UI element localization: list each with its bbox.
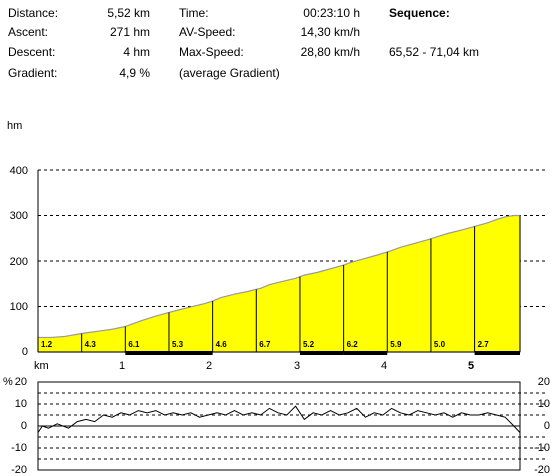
segment-gradient-label: 4.6: [216, 340, 228, 349]
grad-left-tick-minus10: -10: [11, 442, 27, 454]
gradient-value: 4,9 %: [119, 66, 150, 80]
segment-gradient-label: 5.2: [303, 340, 315, 349]
elev-x-tick-km: km: [34, 360, 49, 372]
segment-gradient-label: 2.7: [478, 340, 490, 349]
sequence-value: 65,52 - 71,04 km: [389, 45, 480, 59]
max-speed-value: 28,80 km/h: [300, 45, 360, 59]
ascent-value: 271 hm: [109, 25, 150, 39]
elev-x-tick-1: 1: [119, 360, 125, 372]
elev-y-tick-300: 300: [10, 210, 28, 222]
segment-gradient-label: 6.7: [259, 340, 271, 349]
grad-right-tick-minus20: -20: [534, 464, 550, 476]
summary-panel: Distance: 5,52 km Ascent: 271 hm Descent…: [0, 0, 553, 90]
elevation-y-axis-label: hm: [7, 120, 22, 132]
elev-y-tick-400: 400: [10, 165, 28, 177]
descent-value: 4 hm: [123, 45, 150, 59]
segment-bar: [168, 351, 213, 355]
grad-left-tick-0: 0: [21, 420, 27, 432]
elev-x-tick-3: 3: [294, 360, 300, 372]
elevation-area: [37, 214, 521, 353]
segment-bar: [474, 351, 520, 355]
gradient-label: Gradient:: [8, 66, 58, 80]
segment-gradient-label: 4.3: [85, 340, 97, 349]
av-speed-label: AV-Speed:: [179, 25, 236, 39]
ascent-label: Ascent:: [8, 25, 49, 39]
grad-left-tick-20: 20: [15, 376, 27, 388]
distance-value: 5,52 km: [107, 6, 150, 20]
elevation-axes: [37, 170, 520, 353]
time-label: Time:: [179, 6, 209, 20]
elevation-y-tick-labels: 400 300 200 100 0: [10, 165, 28, 358]
descent-label: Descent:: [8, 45, 56, 59]
time-value: 00:23:10 h: [303, 6, 360, 20]
grad-right-tick-10: 10: [538, 398, 550, 410]
grad-left-tick-minus20: -20: [11, 464, 27, 476]
elevation-chart: hm 1.2 4.3 6.1 5.3 4.6 6.7 5.2 6.2 5.9 5.0 2.7 400…: [7, 120, 548, 372]
gradient-chart: % 20 10 0 -10 -20 20 10 0 -10 -20: [3, 376, 550, 476]
grad-right-tick-0: 0: [544, 420, 550, 432]
grad-left-tick-10: 10: [15, 398, 27, 410]
segment-gradient-label: 6.1: [128, 340, 140, 349]
segment-gradient-label: 5.0: [434, 340, 446, 349]
segment-gradient-label: 5.9: [390, 340, 402, 349]
elev-x-tick-4: 4: [381, 360, 387, 372]
gradient-left-tick-labels: 20 10 0 -10 -20: [11, 376, 27, 476]
segment-bar: [125, 351, 169, 355]
distance-label: Distance:: [8, 6, 59, 20]
grad-right-tick-20: 20: [538, 376, 550, 388]
elev-y-tick-200: 200: [10, 256, 28, 268]
segment-gradient-label: 6.2: [347, 340, 359, 349]
av-speed-value: 14,30 km/h: [300, 25, 360, 39]
elev-y-tick-0: 0: [22, 346, 28, 358]
gradient-right-tick-labels: 20 10 0 -10 -20: [534, 376, 550, 476]
segment-gradient-label: 5.3: [172, 340, 184, 349]
gradient-grid: [38, 392, 548, 460]
max-speed-label: Max-Speed:: [179, 45, 244, 59]
segment-bar: [299, 351, 344, 355]
segment-bar: [343, 351, 388, 355]
sequence-label: Sequence:: [389, 6, 450, 20]
average-gradient-note: (average Gradient): [179, 66, 280, 80]
grad-right-tick-minus10: -10: [534, 442, 550, 454]
gradient-line: [37, 405, 521, 433]
elev-y-tick-100: 100: [10, 301, 28, 313]
gradient-y-axis-label: %: [3, 376, 13, 388]
elevation-x-tick-labels: km 1 2 3 4 5: [34, 360, 474, 372]
elev-x-tick-2: 2: [206, 360, 212, 372]
elevation-segments: 1.2 4.3 6.1 5.3 4.6 6.7 5.2 6.2 5.9 5.0 2.7: [41, 215, 521, 355]
elev-x-tick-5: 5: [468, 360, 474, 372]
segment-gradient-label: 1.2: [41, 340, 53, 349]
